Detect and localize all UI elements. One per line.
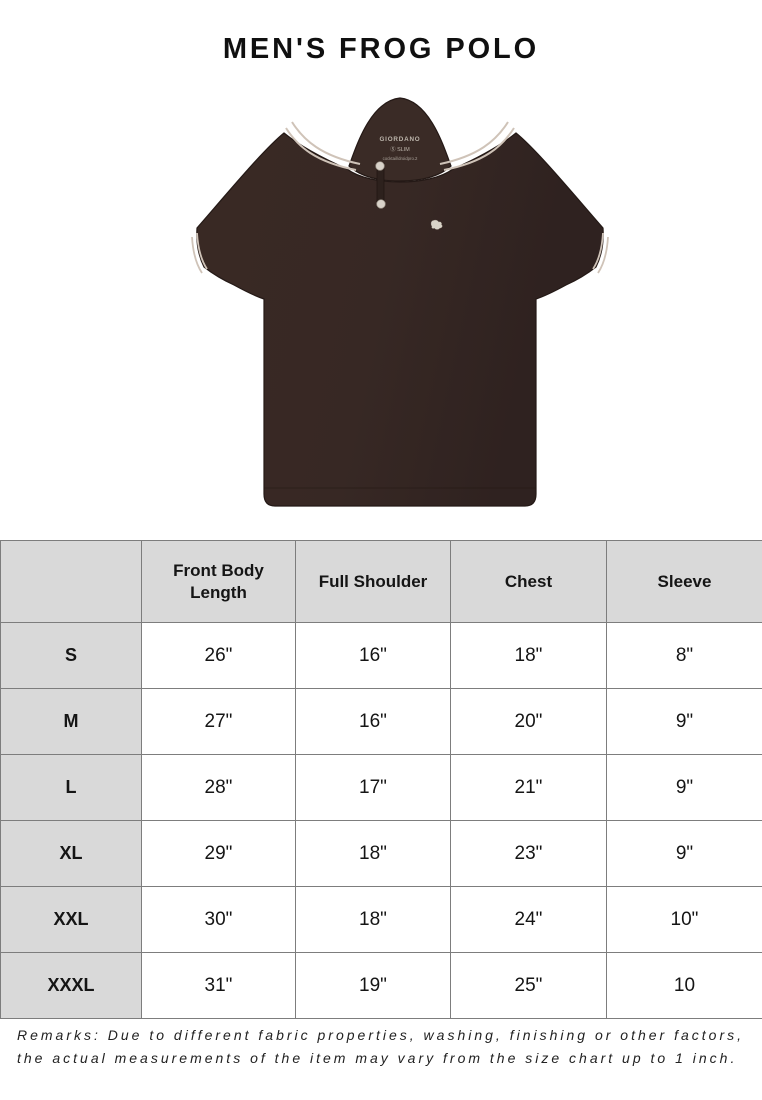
svg-text:Ⓢ SLIM: Ⓢ SLIM: [390, 145, 410, 153]
svg-text:cocktail/droidpro.2: cocktail/droidpro.2: [383, 156, 418, 161]
svg-text:GIORDANO: GIORDANO: [379, 136, 420, 143]
